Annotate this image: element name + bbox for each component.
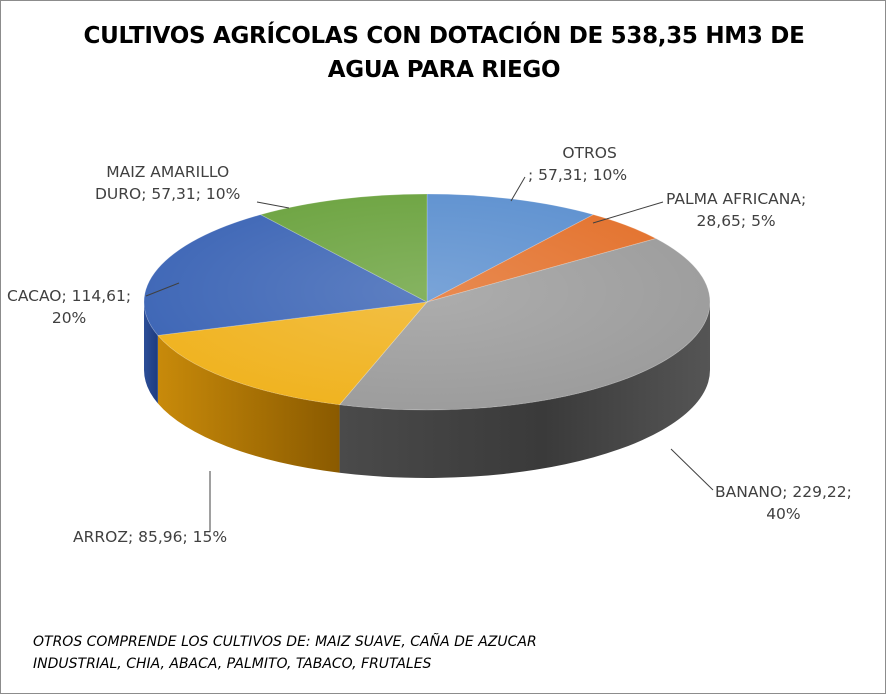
data-label-maiz-amarillo-duro: MAIZ AMARILLO DURO; 57,31; 10%: [95, 161, 240, 205]
pie-side-cacao: [144, 302, 158, 404]
data-label-palma-africana: PALMA AFRICANA; 28,65; 5%: [666, 188, 806, 232]
leader-line-maiz: [256, 201, 290, 209]
footnote-line-1: OTROS COMPRENDE LOS CULTIVOS DE: MAIZ SU…: [33, 634, 537, 650]
data-label-cacao-line-2: 20%: [51, 309, 87, 327]
leader-line-otros: [510, 176, 526, 202]
footnote-line-2: INDUSTRIAL, CHIA, ABACA, PALMITO, TABACO…: [33, 656, 432, 672]
pie-side-banano: [339, 302, 710, 478]
pie-highlight: [144, 194, 710, 410]
leader-lines: [145, 176, 714, 532]
pie-side-walls: [144, 302, 710, 478]
leader-line-cacao: [145, 282, 180, 297]
chart-title-line-1: CULTIVOS AGRÍCOLAS CON DOTACIÓN DE 538,3…: [83, 23, 805, 49]
data-label-cacao: CACAO; 114,61; 20%: [7, 285, 131, 329]
data-label-palma-line-1: PALMA AFRICANA;: [666, 190, 807, 208]
data-label-arroz-line-1: ARROZ; 85,96; 15%: [73, 528, 228, 546]
chart-title: CULTIVOS AGRÍCOLAS CON DOTACIÓN DE 538,3…: [61, 19, 827, 87]
chart-title-line-2: AGUA PARA RIEGO: [327, 57, 561, 83]
data-label-banano-line-2: 40%: [766, 505, 801, 523]
data-label-otros-line-1: OTROS: [562, 144, 617, 162]
footnote: OTROS COMPRENDE LOS CULTIVOS DE: MAIZ SU…: [33, 631, 537, 675]
data-label-banano: BANANO; 229,22; 40%: [715, 481, 852, 525]
leader-line-banano: [670, 448, 714, 491]
data-label-arroz: ARROZ; 85,96; 15%: [73, 526, 227, 548]
data-label-maiz-line-1: MAIZ AMARILLO: [106, 163, 230, 181]
pie-side-arroz: [157, 335, 340, 473]
data-label-maiz-line-2: DURO; 57,31; 10%: [95, 185, 241, 203]
data-label-cacao-line-1: CACAO; 114,61;: [7, 287, 132, 305]
data-label-banano-line-1: BANANO; 229,22;: [715, 483, 852, 501]
data-label-palma-line-2: 28,65; 5%: [696, 212, 776, 230]
leader-line-palma: [592, 201, 664, 224]
data-label-otros: OTROS ; 57,31; 10%: [528, 142, 627, 186]
data-label-otros-line-2: ; 57,31; 10%: [528, 166, 628, 184]
